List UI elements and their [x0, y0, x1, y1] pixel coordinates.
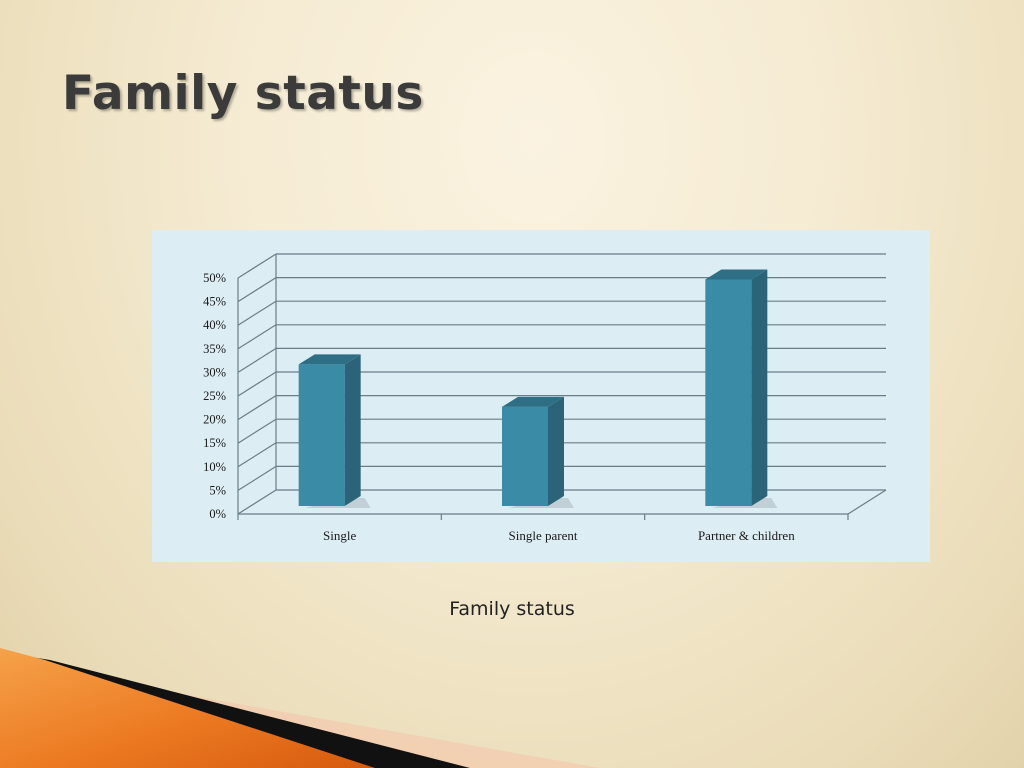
y-tick-label: 15% [203, 436, 226, 450]
y-tick-label: 30% [203, 365, 226, 379]
slide-title: Family status [62, 66, 424, 121]
x-tick-label: Single [323, 528, 356, 543]
x-tick-label: Partner & children [698, 528, 795, 543]
decor-black-stripe [0, 652, 470, 768]
wall-gridline [237, 489, 277, 515]
wall-gridline [237, 465, 277, 491]
y-tick-label: 45% [203, 295, 226, 309]
decor-peach-stripe [0, 660, 600, 768]
y-tick-label: 10% [203, 460, 226, 474]
x-tick-labels: Single Single parent Partner & children [323, 528, 795, 543]
wall-gridline [237, 253, 277, 279]
y-tick-label: 0% [209, 507, 226, 521]
wall-gridline [237, 418, 277, 444]
decor-orange-wedge [0, 648, 375, 768]
bar [502, 396, 574, 508]
y-tick-label: 5% [209, 483, 226, 497]
wall-gridline [237, 442, 277, 468]
y-tick-label: 50% [203, 271, 226, 285]
y-tick-label: 25% [203, 389, 226, 403]
bar [705, 269, 778, 508]
bars [298, 269, 778, 508]
wall-gridline [237, 371, 277, 397]
gridlines [237, 253, 886, 515]
wall-gridline [237, 395, 277, 421]
bar-chart: 0%5%10%15%20%25%30%35%40%45%50% Single Si… [203, 253, 887, 543]
chart-caption: Family status [449, 598, 575, 620]
wall-gridline [237, 277, 277, 303]
x-tick-label: Single parent [509, 528, 578, 543]
wall-gridline [237, 347, 277, 373]
axes [237, 254, 887, 520]
bar [298, 354, 371, 508]
wall-gridline [237, 300, 277, 326]
y-tick-label: 20% [203, 413, 226, 427]
y-tick-label: 35% [203, 342, 226, 356]
chart-frame: 0% 5% 10% 15% 20% 25% 30% 35% 40% 45% 50% Single Si… [152, 230, 930, 562]
y-tick-labels: 0% 5% 10% 15% 20% 25% 30% 35% 40% 45% 50% [203, 271, 226, 521]
y-tick-label: 40% [203, 318, 226, 332]
wall-gridline [237, 324, 277, 350]
